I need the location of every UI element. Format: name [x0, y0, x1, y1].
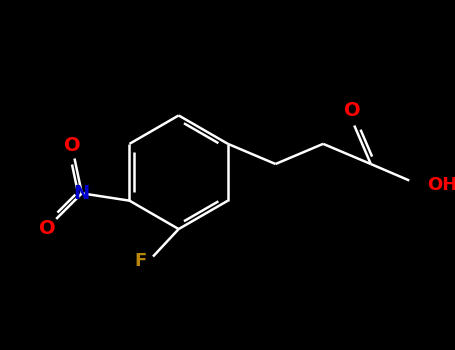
Text: N: N	[74, 184, 90, 203]
Text: O: O	[39, 219, 56, 238]
Text: O: O	[344, 102, 361, 120]
Text: OH: OH	[428, 176, 455, 194]
Text: O: O	[64, 136, 81, 155]
Text: F: F	[134, 252, 147, 270]
